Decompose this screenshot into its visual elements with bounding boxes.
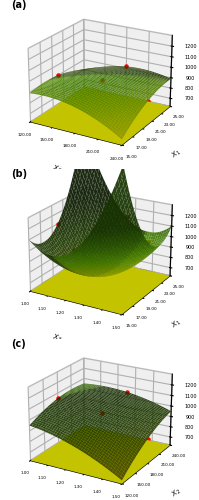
Text: (b): (b) [11, 170, 27, 179]
Y-axis label: $X_2$: $X_2$ [169, 486, 183, 500]
Y-axis label: $X_1$: $X_1$ [169, 148, 183, 162]
Y-axis label: $X_1$: $X_1$ [169, 316, 183, 331]
X-axis label: $X_2$: $X_2$ [51, 163, 63, 175]
X-axis label: $X_3$: $X_3$ [51, 332, 63, 344]
Text: (a): (a) [11, 0, 26, 10]
Text: (c): (c) [11, 338, 25, 348]
